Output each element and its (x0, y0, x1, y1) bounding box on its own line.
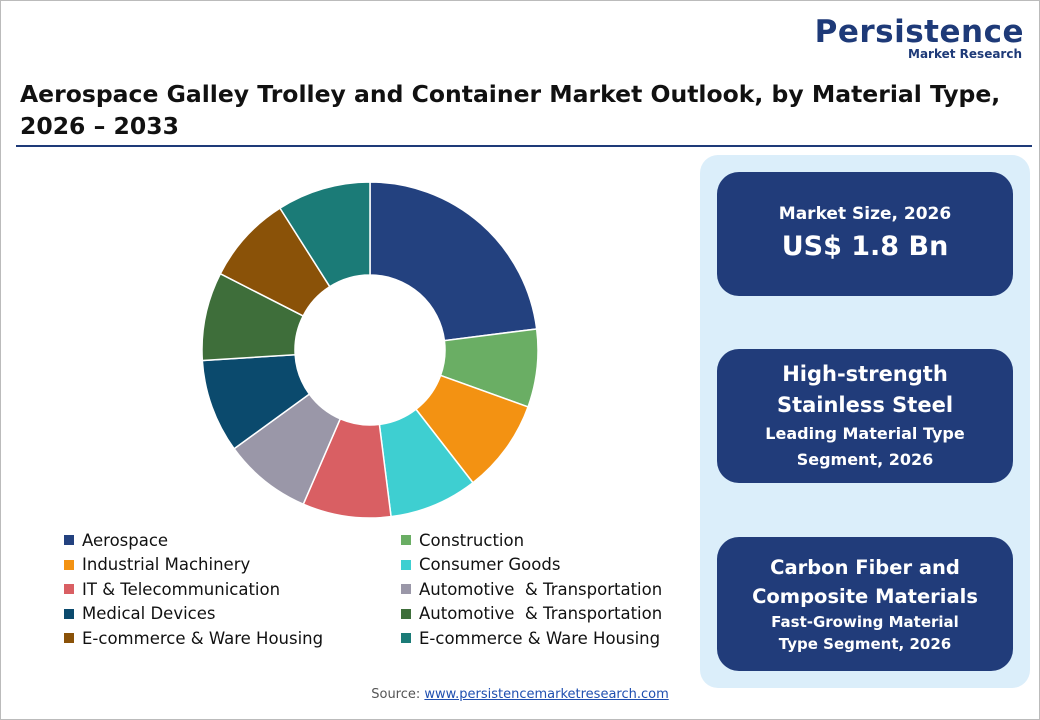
legend-swatch (64, 559, 74, 570)
legend-item: Consumer Goods (401, 554, 701, 577)
legend-label: IT & Telecommunication (82, 579, 281, 599)
card-label: Fast-Growing Material Type Segment, 2026 (771, 613, 959, 653)
source: Source: www.persistencemarketresearch.co… (0, 687, 1040, 702)
card-label: Leading Material Type Segment, 2026 (765, 424, 965, 469)
legend-label: Consumer Goods (419, 555, 561, 575)
legend-swatch (64, 535, 74, 546)
legend-swatch (401, 608, 411, 619)
logo-tagline: Market Research (908, 47, 1022, 61)
card: Carbon Fiber and Composite Materials Fas… (717, 537, 1013, 671)
legend-swatch (64, 633, 74, 644)
legend-item: E-commerce & Ware Housing (401, 627, 701, 650)
legend-label: Aerospace (82, 530, 169, 550)
legend-swatch (64, 584, 74, 595)
donut-slice (369, 181, 538, 342)
legend-item: Medical Devices (64, 603, 401, 626)
donut-slice (278, 181, 371, 288)
legend-item: Industrial Machinery (64, 554, 401, 577)
legend-swatch (401, 559, 411, 570)
legend-swatch (64, 608, 74, 619)
legend-label: Industrial Machinery (82, 555, 251, 575)
legend-label: Automotive & Transportation (419, 604, 663, 624)
legend-swatch (401, 633, 411, 644)
legend-label: Medical Devices (82, 604, 216, 624)
donut-chart (201, 181, 539, 519)
card: High-strength Stainless Steel Leading Ma… (717, 349, 1013, 483)
legend-item: E-commerce & Ware Housing (64, 627, 401, 650)
source-link[interactable]: www.persistencemarketresearch.com (424, 687, 669, 702)
card-value: Carbon Fiber and Composite Materials (752, 556, 978, 608)
legend-item: IT & Telecommunication (64, 578, 401, 601)
legend-swatch (401, 584, 411, 595)
legend-label: Construction (419, 530, 525, 550)
card-label: Market Size, 2026 (778, 204, 952, 224)
source-label: Source: (371, 687, 421, 702)
title-rule (16, 145, 1032, 147)
logo-name: Persistence (814, 14, 1024, 50)
legend-label: Automotive & Transportation (419, 579, 663, 599)
card-value: US$ 1.8 Bn (781, 231, 949, 262)
legend-item: Construction (401, 529, 701, 552)
legend-item: Automotive & Transportation (401, 578, 701, 601)
legend-item: Automotive & Transportation (401, 603, 701, 626)
card: Market Size, 2026 US$ 1.8 Bn (717, 172, 1013, 296)
legend-item: Aerospace (64, 529, 401, 552)
legend: Aerospace Construction Industrial Machiner… (64, 529, 701, 650)
card-value: High-strength Stainless Steel (776, 362, 954, 417)
legend-label: E-commerce & Ware Housing (82, 628, 324, 648)
legend-swatch (401, 535, 411, 546)
summary-panel: Market Size, 2026 US$ 1.8 Bn High-streng… (700, 155, 1030, 688)
legend-label: E-commerce & Ware Housing (419, 628, 661, 648)
chart-title: Aerospace Galley Trolley and Container M… (20, 80, 1001, 140)
